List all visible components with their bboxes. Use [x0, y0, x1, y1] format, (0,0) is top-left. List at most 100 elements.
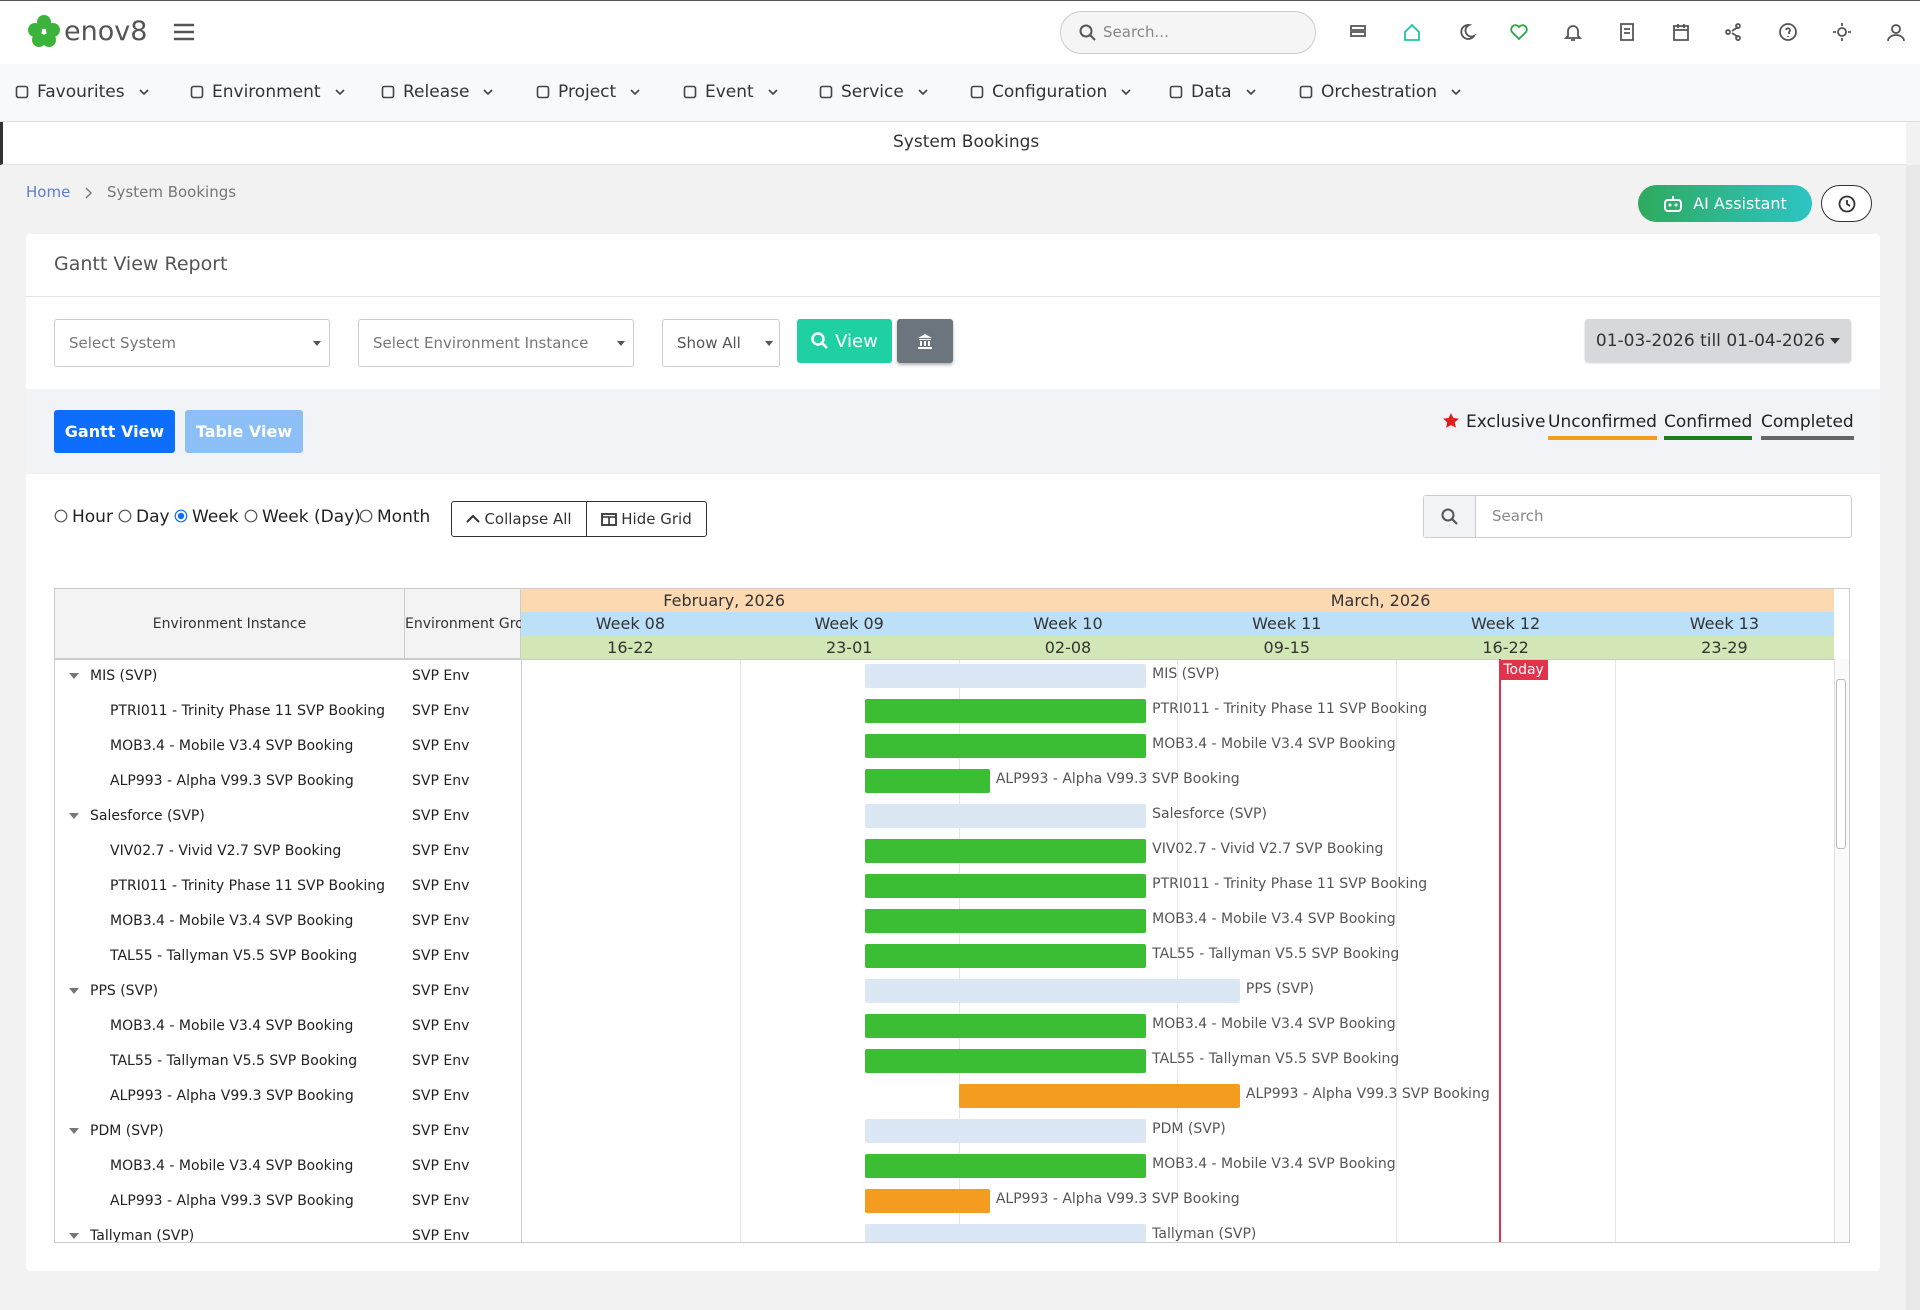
nav-item[interactable]: Service	[819, 82, 928, 102]
history-button[interactable]	[1821, 185, 1872, 222]
bank-button[interactable]	[897, 319, 953, 363]
show-select[interactable]: Show All	[662, 319, 780, 367]
toolbar-icon[interactable]	[1886, 22, 1908, 44]
toolbar-icon[interactable]	[1456, 22, 1478, 44]
environment-name[interactable]: Tallyman (SVP)	[90, 1228, 195, 1243]
scroll-thumb[interactable]	[1835, 679, 1846, 849]
booking-name[interactable]: VIV02.7 - Vivid V2.7 SVP Booking	[110, 843, 342, 859]
logo-text[interactable]: enov8	[64, 16, 148, 47]
nav-item[interactable]: Configuration	[970, 82, 1131, 102]
booking-name[interactable]: MOB3.4 - Mobile V3.4 SVP Booking	[110, 1018, 354, 1034]
select-environment-instance[interactable]: Select Environment Instance	[358, 319, 634, 367]
collapse-all-label: Collapse All	[484, 510, 572, 528]
global-search[interactable]: Search...	[1060, 11, 1316, 54]
icon-shape	[69, 1233, 79, 1239]
nav-caret	[1121, 88, 1131, 95]
scale-radio[interactable]	[244, 509, 258, 523]
booking-bar[interactable]	[864, 769, 990, 793]
booking-name[interactable]: TAL55 - Tallyman V5.5 SVP Booking	[110, 948, 358, 964]
booking-name[interactable]: MOB3.4 - Mobile V3.4 SVP Booking	[110, 1158, 354, 1174]
toolbar-icon[interactable]	[1563, 22, 1585, 44]
booking-bar[interactable]	[864, 734, 1147, 758]
environment-bar[interactable]	[864, 664, 1147, 688]
scale-radio[interactable]	[359, 509, 373, 523]
hide-grid-button[interactable]: Hide Grid	[586, 501, 707, 537]
bar-label: MOB3.4 - Mobile V3.4 SVP Booking	[1152, 911, 1396, 927]
collapse-caret[interactable]	[69, 813, 79, 820]
environment-bar[interactable]	[864, 804, 1147, 828]
booking-bar[interactable]	[864, 1049, 1147, 1073]
booking-bar[interactable]	[864, 1154, 1147, 1178]
bar-label: TAL55 - Tallyman V5.5 SVP Booking	[1152, 1051, 1400, 1067]
scale-radio[interactable]	[54, 509, 68, 523]
collapse-caret[interactable]	[69, 1233, 79, 1240]
booking-bar[interactable]	[864, 839, 1147, 863]
gantt-view-tab[interactable]: Gantt View	[54, 410, 175, 453]
booking-name[interactable]: ALP993 - Alpha V99.3 SVP Booking	[110, 773, 354, 789]
booking-name[interactable]: MOB3.4 - Mobile V3.4 SVP Booking	[110, 913, 354, 929]
page-scrollbar[interactable]	[1906, 165, 1920, 1310]
menu-toggle[interactable]	[174, 23, 196, 41]
booking-bar[interactable]	[958, 1084, 1240, 1108]
nav-item[interactable]: Project	[536, 82, 640, 102]
toolbar-icon[interactable]	[1348, 22, 1370, 44]
nav-item[interactable]: Event	[683, 82, 778, 102]
booking-name[interactable]: ALP993 - Alpha V99.3 SVP Booking	[110, 1193, 354, 1209]
nav-item[interactable]: Orchestration	[1299, 82, 1461, 102]
environment-bar[interactable]	[864, 979, 1240, 1003]
logo-icon	[28, 15, 60, 47]
environment-bar[interactable]	[864, 1224, 1147, 1242]
nav-item[interactable]: Environment	[190, 82, 345, 102]
date-range-button[interactable]: 01-03-2026 till 01-04-2026	[1585, 319, 1851, 362]
nav-item[interactable]: Release	[381, 82, 494, 102]
booking-name[interactable]: PTRI011 - Trinity Phase 11 SVP Booking	[110, 703, 386, 719]
toolbar-icon[interactable]	[1402, 22, 1424, 44]
booking-bar[interactable]	[864, 699, 1147, 723]
booking-bar[interactable]	[864, 944, 1147, 968]
icon-shape	[139, 88, 149, 95]
table-view-tab[interactable]: Table View	[185, 410, 303, 453]
booking-bar[interactable]	[864, 1189, 990, 1213]
collapse-caret[interactable]	[69, 673, 79, 680]
toolbar-icon[interactable]	[1832, 22, 1854, 44]
nav-item[interactable]: Favourites	[15, 82, 149, 102]
toolbar-icon[interactable]	[1509, 22, 1531, 44]
radio-ring	[359, 509, 373, 523]
collapse-caret[interactable]	[69, 988, 79, 995]
booking-name[interactable]: PTRI011 - Trinity Phase 11 SVP Booking	[110, 878, 386, 894]
booking-name[interactable]: MOB3.4 - Mobile V3.4 SVP Booking	[110, 738, 354, 754]
booking-bar[interactable]	[864, 1014, 1147, 1038]
booking-name[interactable]: ALP993 - Alpha V99.3 SVP Booking	[110, 1088, 354, 1104]
toolbar-icon[interactable]	[1724, 22, 1747, 44]
scale-radio[interactable]	[118, 509, 132, 523]
history-icon	[1838, 195, 1855, 212]
scale-radio[interactable]	[174, 509, 188, 523]
collapse-all-button[interactable]: Collapse All	[451, 501, 587, 537]
select-system[interactable]: Select System	[54, 319, 330, 367]
environment-bar[interactable]	[864, 1119, 1147, 1143]
nav-icon	[1169, 85, 1183, 99]
toolbar-icon[interactable]	[1778, 22, 1800, 44]
environment-name[interactable]: Salesforce (SVP)	[90, 808, 205, 824]
toolbar-icon[interactable]	[1617, 22, 1639, 44]
breadcrumb-home[interactable]: Home	[26, 183, 71, 201]
booking-bar[interactable]	[864, 874, 1147, 898]
environment-name[interactable]: PDM (SVP)	[90, 1123, 164, 1139]
environment-name[interactable]: PPS (SVP)	[90, 983, 159, 999]
environment-group: SVP Env	[412, 1053, 470, 1069]
booking-bar[interactable]	[864, 909, 1147, 933]
booking-name[interactable]: TAL55 - Tallyman V5.5 SVP Booking	[110, 1053, 358, 1069]
days-header: 23-01	[739, 636, 959, 659]
collapse-caret[interactable]	[69, 1128, 79, 1135]
search-icon	[1079, 24, 1096, 41]
environment-name[interactable]: MIS (SVP)	[90, 668, 158, 684]
bar-label: MOB3.4 - Mobile V3.4 SVP Booking	[1152, 1016, 1396, 1032]
page-title: System Bookings	[893, 132, 1040, 152]
toolbar-icon[interactable]	[1671, 22, 1693, 44]
grid-search[interactable]: Search	[1423, 495, 1852, 538]
icon-shape	[630, 88, 640, 95]
nav-item[interactable]: Data	[1169, 82, 1256, 102]
view-button[interactable]: View	[797, 319, 892, 363]
ai-assistant-button[interactable]: AI Assistant	[1638, 185, 1812, 222]
